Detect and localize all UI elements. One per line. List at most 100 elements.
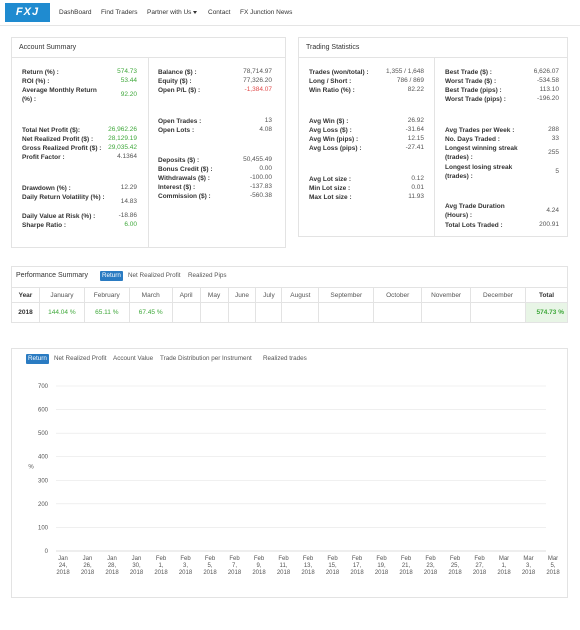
stat-value: 26.92 [407,117,424,124]
stat-label: Min Lot size : [309,185,351,192]
column-header: June [227,287,257,303]
stat-value: 28,129.19 [108,135,137,142]
stat-label: Long / Short : [309,78,352,85]
stat-label: Gross Realized Profit ($) : [22,145,102,152]
stat-value: 77,326.20 [243,77,272,84]
stat-label: Drawdown (%) : [22,185,71,192]
stat-value: 4.1364 [117,153,137,160]
stat-value: 26,962.26 [108,126,137,133]
stat-value: 50,455.49 [243,156,272,163]
divider [299,57,567,58]
stat-label: Best Trade (pips) : [445,87,502,94]
x-tick-label: Feb 3, 2018 [179,556,193,576]
stat-label: Daily Value at Risk (%) : [22,213,96,220]
y-tick-label: 500 [38,431,49,437]
x-tick-label: Feb 9, 2018 [252,556,266,576]
table-cell: 2018 [11,302,40,323]
performance-table: Year January February March April May Ju… [11,287,569,323]
table-cell [227,302,257,323]
table-cell: 144.04 % [38,302,85,323]
column-header: Total [524,287,569,303]
stat-label: No. Days Traded : [445,136,500,143]
stat-value: 14.83 [120,198,137,205]
x-tick-label: Mar 1, 2018 [497,556,511,576]
stat-value: 78,714.97 [243,68,272,75]
stat-label: Equity ($) : [158,78,192,85]
performance-summary-title: Performance Summary [16,272,88,279]
stat-value: 6.00 [124,221,137,228]
x-tick-label: Feb 25, 2018 [448,556,462,576]
chart-panel: Return Net Realized Profit Account Value… [11,348,568,598]
nav-find-traders[interactable]: Find Traders [101,9,138,16]
stat-value: -18.86 [118,212,137,219]
stat-label: Total Net Profit ($): [22,127,81,134]
stat-value: -560.38 [249,192,272,199]
stat-label: Avg Trade Duration (Hours) : [445,203,505,219]
x-tick-label: Feb 17, 2018 [350,556,364,576]
table-cell: 65.11 % [83,302,130,323]
chart-tab-net-realized-profit[interactable]: Net Realized Profit [54,355,107,362]
y-tick-label: 400 [38,455,49,461]
chart-tab-return[interactable]: Return [26,354,49,364]
table-cell [373,302,423,323]
stat-label: Avg Lot size : [309,176,352,183]
stat-value: 4.08 [259,126,272,133]
tab-realized-pips[interactable]: Realized Pips [188,272,227,279]
stat-value: 574.73 [117,68,137,75]
stat-label: Open Lots : [158,127,195,134]
chart-tab-realized-trades[interactable]: Realized trades [263,355,307,362]
stat-label: Longest losing streak (trades) : [445,164,513,180]
x-tick-label: Mar 5, 2018 [546,556,560,576]
nav-fx-junction-news[interactable]: FX Junction News [240,9,293,16]
tab-return[interactable]: Return [100,271,123,281]
account-summary-panel: Account Summary Return (%) : 574.73 ROI … [11,37,286,248]
chevron-down-icon [193,10,198,14]
stat-value: 0.12 [411,175,424,182]
stat-value: 12.29 [120,184,137,191]
stat-label: Profit Factor : [22,154,65,161]
stat-label: Bonus Credit ($) : [158,166,213,173]
stat-value: -27.41 [405,144,424,151]
x-tick-label: Feb 15, 2018 [326,556,340,576]
stat-label: Worst Trade (pips) : [445,96,506,103]
table-row: 2018 144.04 % 65.11 % 67.45 % 574.73 % [11,302,569,323]
x-tick-label: Feb 11, 2018 [277,556,291,576]
y-tick-label: 0 [45,549,49,555]
nav-contact[interactable]: Contact [208,9,231,16]
x-tick-label: Feb 5, 2018 [203,556,217,576]
stat-label: Balance ($) : [158,69,197,76]
table-cell: 67.45 % [128,302,173,323]
nav-dashboard[interactable]: DashBoard [59,9,92,16]
table-cell-total: 574.73 % [524,302,569,323]
y-tick-label: 700 [38,384,49,390]
column-header: October [373,287,423,303]
stat-value: -137.83 [249,183,272,190]
column-header: December [470,287,526,303]
x-tick-label: Feb 21, 2018 [399,556,413,576]
nav-partner-with-us[interactable]: Partner with Us [147,9,198,16]
stat-value: -1,384.07 [244,86,272,93]
stat-value: 82.22 [407,86,424,93]
chart-tab-account-value[interactable]: Account Value [113,355,154,362]
column-header: July [255,287,283,303]
y-tick-label: 200 [38,502,49,508]
stat-label: Win Ratio (%) : [309,87,355,94]
stat-label: Commission ($) : [158,193,211,200]
column-divider [148,58,149,248]
x-tick-label: Feb 27, 2018 [473,556,487,576]
tab-net-realized-profit[interactable]: Net Realized Profit [128,272,181,279]
stat-label: Avg Win ($) : [309,118,349,125]
logo[interactable]: FXJ [5,3,50,22]
stat-label: Max Lot size : [309,194,352,201]
stat-value: 200.91 [539,221,559,228]
stat-value: -534.58 [536,77,559,84]
stat-value: 6,626.07 [533,68,559,75]
stat-label: Return (%) : [22,69,59,76]
stat-value: 33 [551,135,559,142]
chart-tab-trade-distribution[interactable]: Trade Distribution per Instrument [160,355,252,362]
x-tick-label: Feb 19, 2018 [375,556,389,576]
stat-value: 0.01 [411,184,424,191]
stat-label: Longest winning streak (trades) : [445,145,518,161]
stat-label: Avg Trades per Week : [445,127,515,134]
x-tick-label: Feb 23, 2018 [424,556,438,576]
